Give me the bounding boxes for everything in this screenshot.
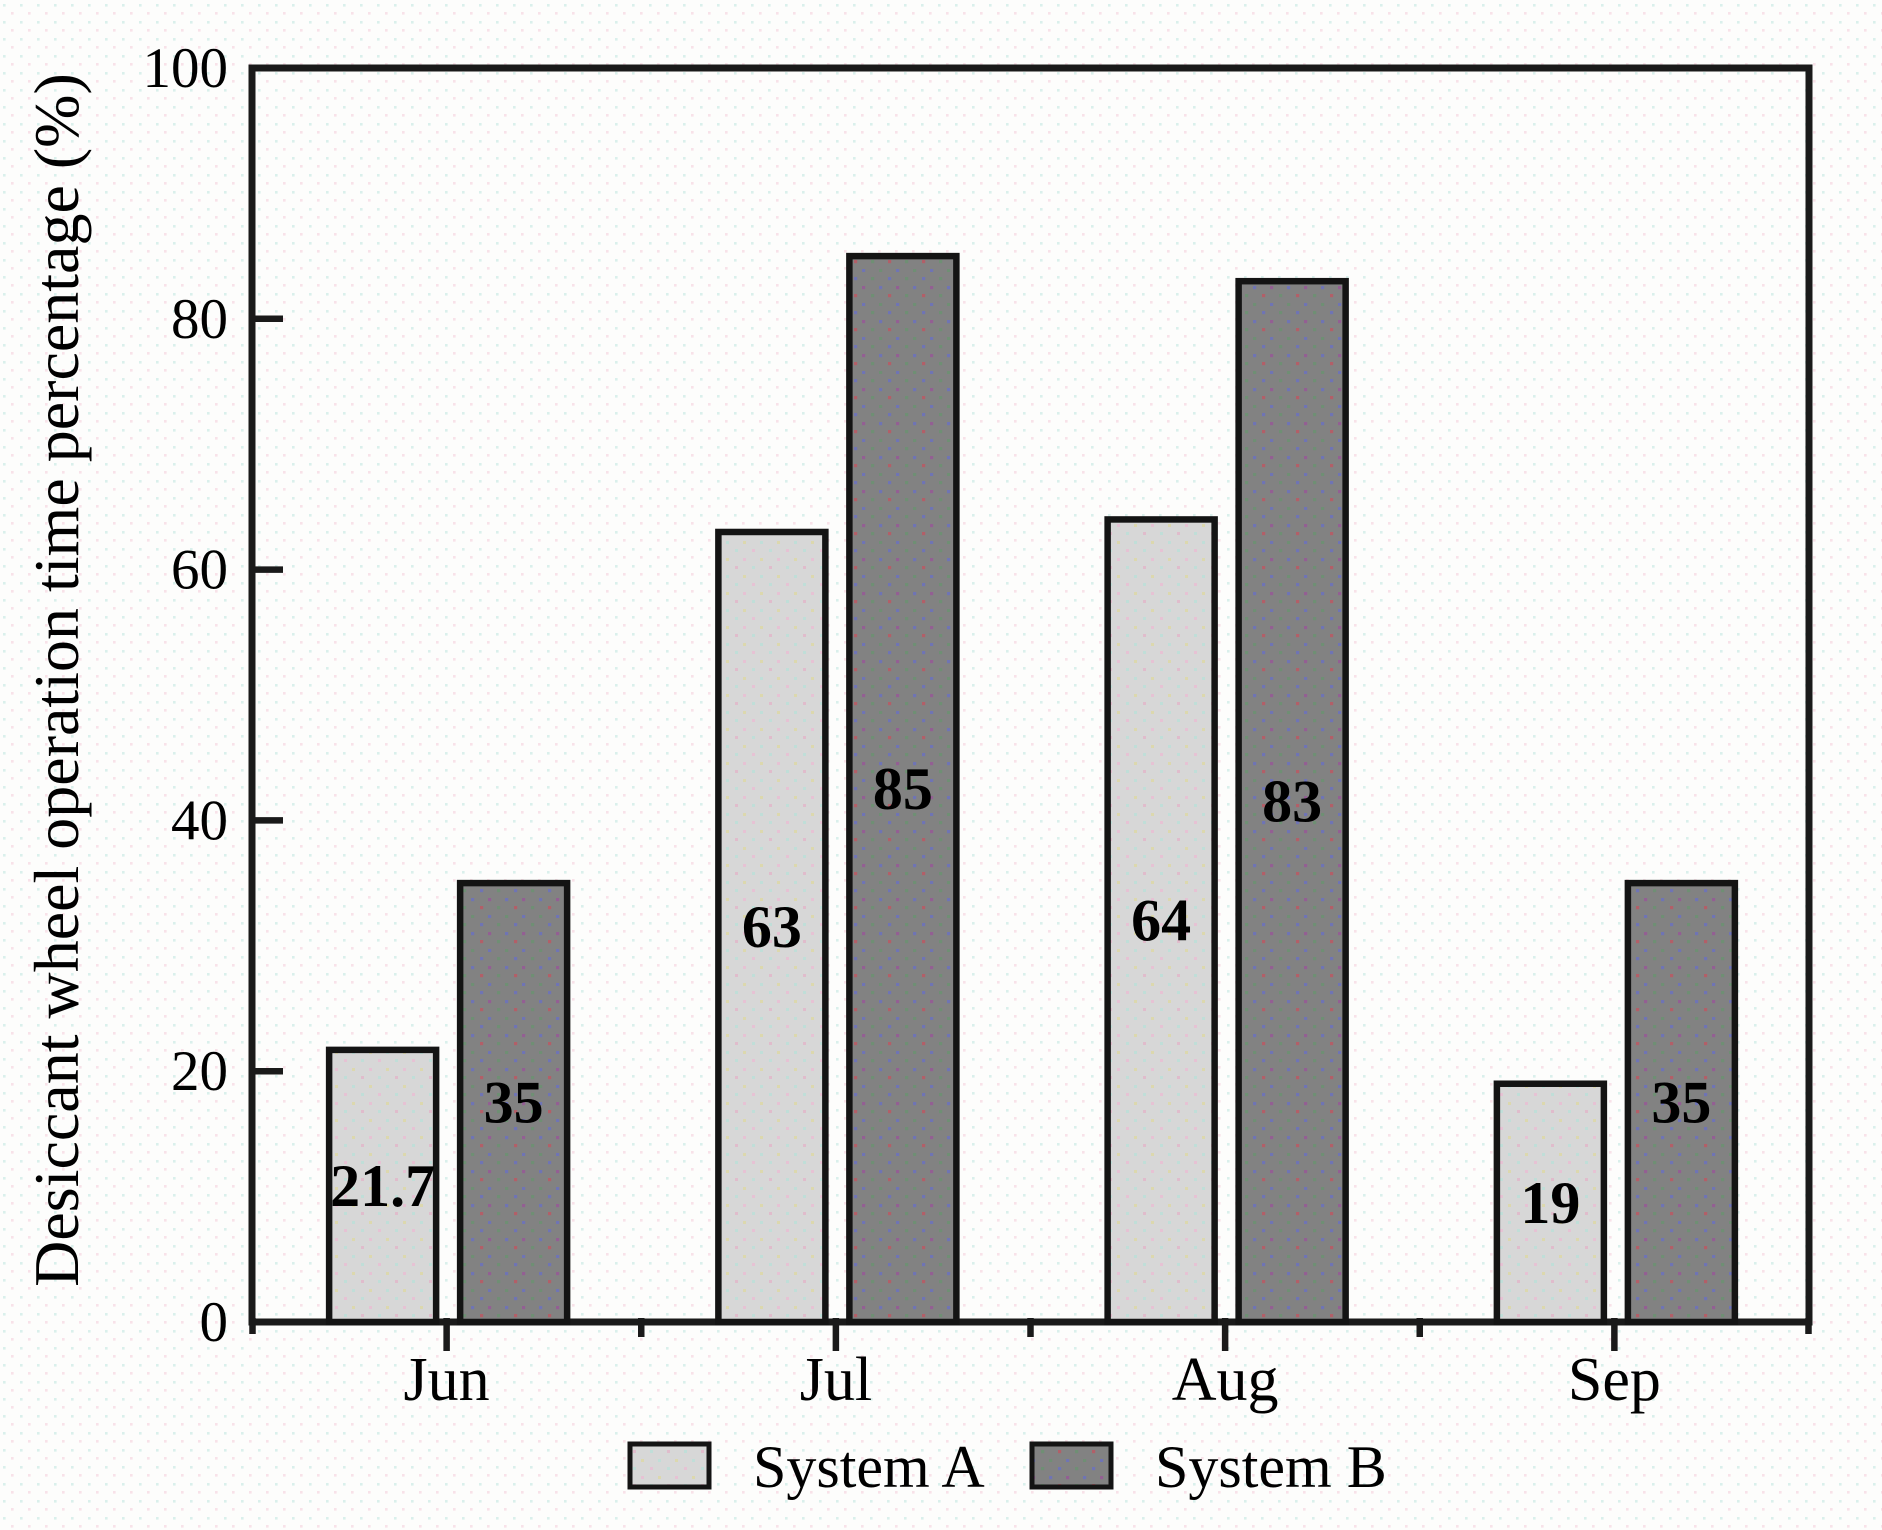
legend: System A System B <box>627 1434 1387 1500</box>
bar-value-label: 85 <box>873 756 933 822</box>
y-tick-label: 100 <box>143 37 229 100</box>
bar-system-a-sep <box>1493 1080 1608 1326</box>
bar-system-b-aug <box>1235 277 1349 1326</box>
bar-system-a-jun <box>325 1046 440 1326</box>
legend-label-system-a: System A <box>753 1434 985 1500</box>
bar-value-label: 63 <box>742 894 802 960</box>
x-category-label: Sep <box>1568 1346 1661 1414</box>
bar-value-label: 64 <box>1131 888 1191 954</box>
bar-system-b-sep <box>1624 879 1739 1326</box>
bar-value-label: 19 <box>1520 1170 1580 1236</box>
bar-system-a-aug <box>1104 516 1218 1326</box>
y-tick-label: 80 <box>171 288 228 351</box>
bar-value-labels: 21.7 63 64 19 35 85 83 35 <box>330 756 1711 1236</box>
bars <box>325 252 1739 1326</box>
y-axis-title: Desiccant wheel operation time percentag… <box>21 73 92 1287</box>
x-category-label: Aug <box>1172 1346 1279 1414</box>
x-category-label: Jun <box>404 1346 490 1414</box>
bar-system-b-jul <box>846 252 960 1326</box>
y-tick-label: 60 <box>171 539 228 602</box>
x-axis: Jun Jul Aug Sep <box>249 1318 1812 1414</box>
bar-value-label: 35 <box>484 1070 544 1136</box>
bar-value-label: 35 <box>1651 1070 1711 1136</box>
x-category-label: Jul <box>800 1346 872 1414</box>
y-axis: 0 20 40 60 80 100 <box>143 37 283 1354</box>
y-tick-label: 40 <box>171 789 228 852</box>
bar-value-label: 83 <box>1262 769 1322 835</box>
legend-swatch-system-b <box>1029 1441 1114 1490</box>
bar-system-a-jul <box>715 528 829 1326</box>
legend-swatch-system-a <box>627 1441 712 1490</box>
legend-label-system-b: System B <box>1155 1434 1387 1500</box>
bar-value-label: 21.7 <box>330 1153 435 1219</box>
y-tick-label: 20 <box>171 1040 228 1103</box>
y-tick-label: 0 <box>200 1291 229 1354</box>
bar-system-b-jun <box>456 879 571 1326</box>
